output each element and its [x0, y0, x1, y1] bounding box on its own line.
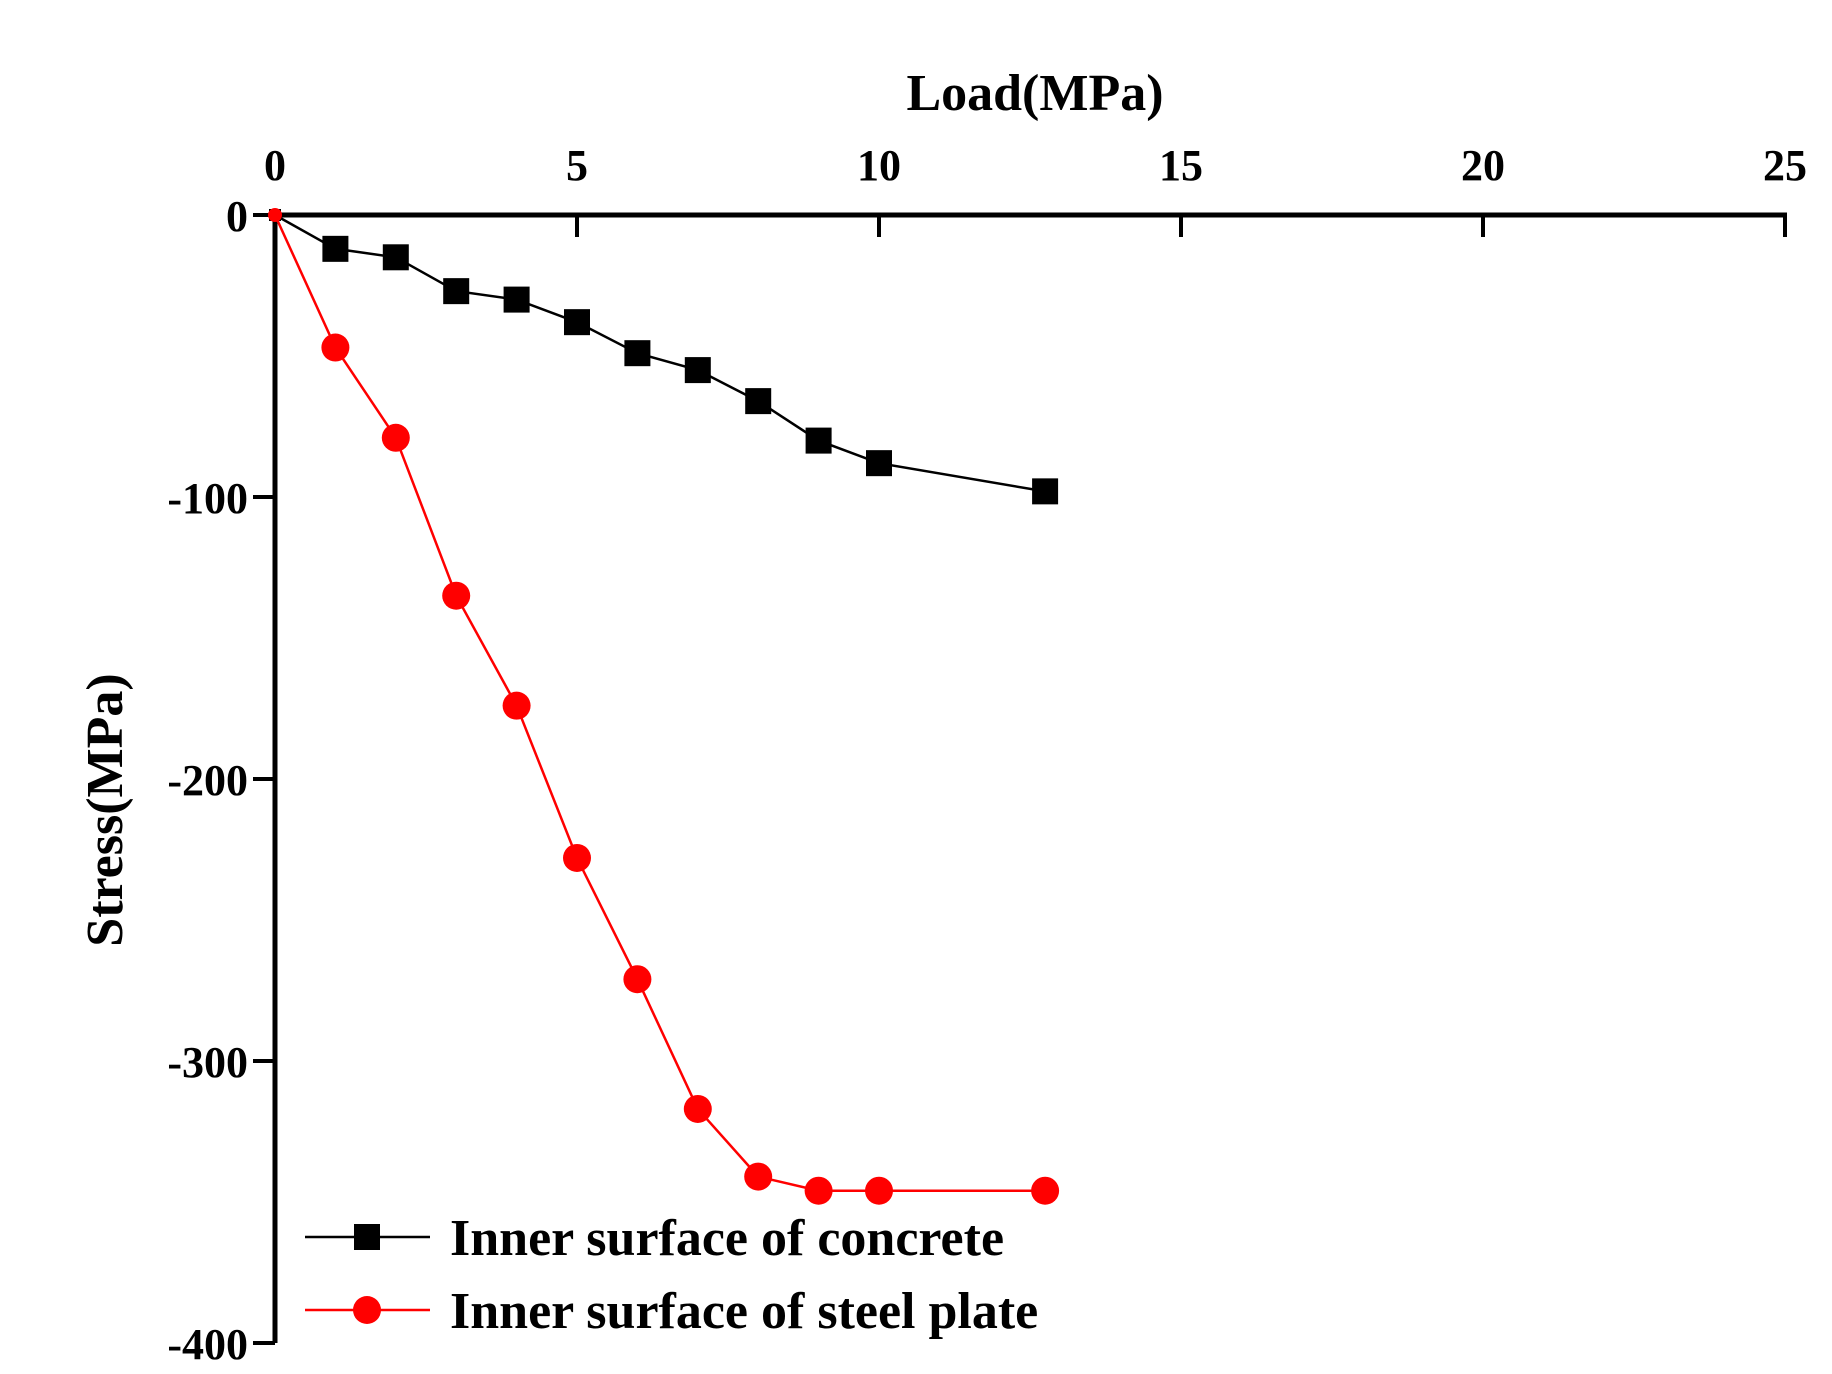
legend-circle-marker	[353, 1296, 381, 1324]
steel-data-point	[804, 1176, 833, 1205]
x-tick-label: 25	[1763, 141, 1807, 190]
x-tick-label: 5	[566, 141, 588, 190]
legend-square-marker	[354, 1224, 380, 1250]
y-tick-label: -400	[167, 1320, 248, 1369]
steel-data-point	[442, 581, 471, 610]
concrete-data-point	[624, 340, 651, 367]
x-tick-label: 0	[264, 141, 286, 190]
legend: Inner surface of concrete Inner surface o…	[305, 1210, 1038, 1340]
steel-data-point	[381, 423, 410, 452]
legend-label-1: Inner surface of concrete	[450, 1210, 1004, 1267]
y-axis-title: Stress(MPa)	[77, 673, 134, 946]
concrete-data-point	[745, 388, 772, 415]
steel-data-point	[1031, 1176, 1060, 1205]
x-tick-label: 10	[857, 141, 901, 190]
concrete-data-point	[866, 450, 892, 477]
y-tick-label: -200	[167, 756, 248, 805]
concrete-data-point	[382, 244, 409, 271]
concrete-data-point	[503, 286, 530, 313]
steel-data-point	[321, 333, 350, 362]
steel-data-point	[683, 1094, 712, 1123]
steel-data-point	[744, 1162, 773, 1191]
concrete-data-point	[684, 357, 711, 384]
y-tick-label: 0	[226, 192, 248, 241]
steel-data-point	[865, 1176, 893, 1205]
concrete-data-point	[805, 427, 832, 454]
concrete-data-point	[1032, 478, 1059, 505]
concrete-data-point	[443, 278, 470, 305]
series-layer	[268, 208, 1060, 1205]
y-tick-label: -100	[167, 474, 248, 523]
x-axis-title: Load(MPa)	[906, 65, 1163, 122]
steel-data-point	[623, 965, 652, 994]
steel-data-point	[502, 691, 531, 720]
steel-data-point	[268, 208, 282, 222]
steel-data-point	[563, 843, 591, 872]
legend-label-2: Inner surface of steel plate	[450, 1283, 1038, 1340]
x-tick-label: 15	[1159, 141, 1203, 190]
concrete-data-point	[564, 309, 590, 336]
x-tick-label: 20	[1461, 141, 1505, 190]
y-tick-label: -300	[167, 1038, 248, 1087]
concrete-data-point	[322, 235, 349, 262]
axes: 0 5 10 15 20 25 0 -100 -200 -300 -400	[167, 141, 1807, 1369]
